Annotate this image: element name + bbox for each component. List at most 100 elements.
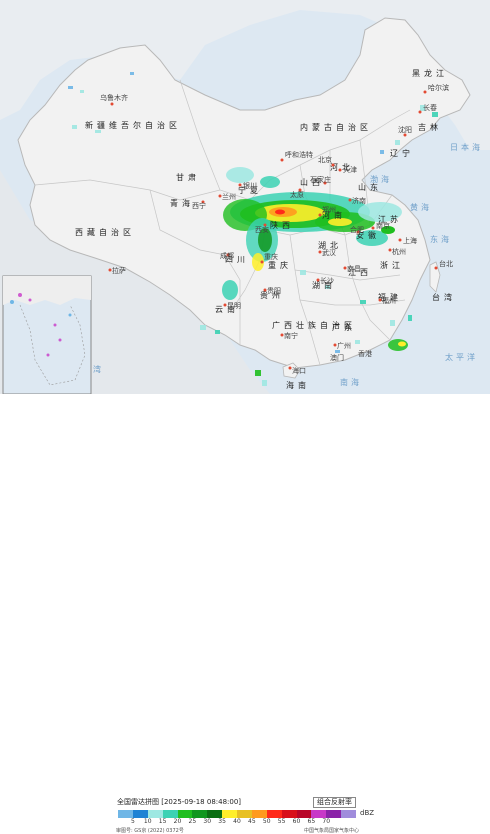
color-swatch [147, 810, 163, 818]
radar-echo-main-band [222, 167, 408, 351]
color-swatch [132, 810, 148, 818]
city-label-nanning: 南宁 [284, 331, 298, 340]
city-label-hohhot: 呼和浩特 [285, 150, 313, 159]
region-label-zhejiang: 浙江 [380, 260, 404, 270]
china-radar-map[interactable]: 新疆维吾尔自治区 西藏自治区 青海 甘肃 内蒙古自治区 黑龙江 吉林 辽宁 河北… [0, 0, 490, 394]
sea-label-yellow: 黄海 [410, 202, 432, 212]
city-label-taibei: 台北 [439, 259, 453, 268]
color-swatch [237, 810, 252, 818]
region-label-guizhou: 贵州 [260, 290, 284, 300]
neighbour-land-north [0, 0, 490, 150]
radar-legend: 全国雷达拼图 [2025-09-18 08:48:00] 组合反射率 5 10 15… [0, 396, 490, 834]
city-label-changchun: 长春 [423, 103, 437, 112]
region-label-jiangsu: 江苏 [378, 214, 402, 224]
color-swatch [326, 810, 342, 818]
city-label-nanchang: 南昌 [347, 264, 361, 273]
city-label-changsha: 长沙 [320, 276, 334, 285]
color-swatch [281, 810, 297, 818]
scale-tick-label: 5 [130, 818, 135, 825]
city-label-jinan: 济南 [352, 196, 366, 205]
city-label-shanghai: 上海 [403, 236, 417, 245]
region-label-yunnan: 云南 [215, 304, 239, 314]
scale-tick-label: 40 [233, 818, 241, 825]
city-markers [108, 90, 438, 370]
city-label-lhasa: 拉萨 [112, 266, 126, 275]
china-mainland [17, 17, 471, 369]
region-label-hubei: 湖北 [318, 241, 342, 250]
color-swatch [266, 810, 282, 818]
city-label-fuzhou: 福州 [382, 296, 396, 305]
region-label-neimenggu: 内蒙古自治区 [300, 122, 372, 132]
region-label-hainan: 海南 [286, 380, 310, 390]
color-swatch [251, 810, 267, 818]
legend-title: 全国雷达拼图 [2025-09-18 08:48:00] [117, 798, 242, 806]
region-label-jiangxi: 江西 [348, 268, 372, 277]
city-label-macau: 澳门 [330, 353, 344, 362]
region-label-chongqing: 重庆 [268, 260, 292, 270]
region-label-heilongjiang: 黑龙江 [412, 68, 448, 78]
scale-tick-label: 65 [307, 818, 316, 825]
sea-label-bohai: 渤海 [370, 174, 392, 184]
radar-echo-light [68, 72, 438, 386]
color-swatch [222, 810, 237, 818]
scale-tick-label: 50 [262, 818, 271, 825]
city-label-haikou: 海口 [292, 366, 306, 375]
region-label-qinghai: 青海 [170, 198, 194, 208]
city-label-hefei: 合肥 [350, 225, 364, 234]
city-label-hongkong: 香港 [358, 349, 372, 358]
color-swatch [311, 810, 327, 818]
city-label-xining: 西宁 [192, 201, 206, 210]
color-swatch [296, 810, 312, 818]
city-label-urumqi: 乌鲁木齐 [100, 93, 128, 102]
sea-label-south: 南海 [340, 377, 362, 387]
region-label-sichuan: 四川 [225, 255, 249, 264]
region-label-hebei: 河北 [330, 162, 354, 172]
scale-tick-label: 20 [173, 818, 182, 825]
city-label-kunming: 昆明 [227, 302, 241, 310]
color-swatch [207, 810, 223, 818]
color-swatch [177, 810, 193, 818]
scale-tick-label: 35 [218, 818, 226, 825]
scale-tick-label: 15 [158, 818, 167, 825]
color-scale-ticks: 5 10 15 20 25 30 35 40 45 50 55 60 65 70 [112, 818, 362, 826]
city-label-beijing: 北京 [318, 155, 332, 164]
region-label-gansu: 甘肃 [176, 172, 200, 182]
city-label-shenyang: 沈阳 [398, 125, 412, 134]
city-label-chengdu: 成都 [220, 251, 234, 260]
region-label-jilin: 吉林 [418, 122, 442, 132]
color-swatch [118, 810, 133, 818]
region-label-henan: 河南 [322, 210, 346, 220]
city-label-yinchuan: 银川 [243, 181, 257, 190]
scale-tick-label: 55 [277, 818, 286, 825]
city-label-tianjin: 天津 [343, 166, 357, 174]
scale-tick-label: 25 [188, 818, 197, 825]
city-label-zhengzhou: 郑州 [322, 206, 336, 214]
region-label-xinjiang: 新疆维吾尔自治区 [85, 120, 181, 130]
color-swatch [192, 810, 208, 818]
city-label-shijiazhuang: 石家庄 [310, 175, 331, 184]
region-label-guangxi: 广西壮族自治区 [272, 320, 356, 330]
scale-tick-label: 10 [143, 818, 152, 825]
scale-tick-label: 60 [292, 818, 301, 825]
product-type-button[interactable]: 组合反射率 [313, 797, 356, 808]
region-label-guangdong: 广东 [332, 322, 356, 332]
city-label-hangzhou: 杭州 [392, 247, 406, 256]
color-swatch [341, 810, 356, 818]
map-approval-number: 审图号: GS京 (2022) 0372号 [116, 828, 184, 834]
city-label-guiyang: 贵阳 [267, 286, 281, 295]
sea-label-japan-sea: 日本海 [450, 142, 483, 152]
taiwan-island [429, 261, 441, 293]
sea-label-east: 东海 [430, 234, 452, 244]
city-label-guangzhou: 广州 [337, 341, 351, 350]
color-scale-bar [118, 810, 356, 818]
city-label-taiyuan: 太原 [290, 190, 304, 199]
scale-tick-label: 30 [203, 818, 212, 825]
south-china-sea-inset [2, 275, 92, 394]
region-label-liaoning: 辽宁 [390, 148, 414, 158]
city-label-harbin: 哈尔滨 [428, 83, 449, 92]
region-label-shaanxi: 陕西 [270, 220, 294, 230]
region-label-ningxia: 宁夏 [238, 185, 262, 195]
city-label-nanjing: 南京 [376, 221, 390, 230]
scale-tick-label: 45 [248, 818, 256, 825]
